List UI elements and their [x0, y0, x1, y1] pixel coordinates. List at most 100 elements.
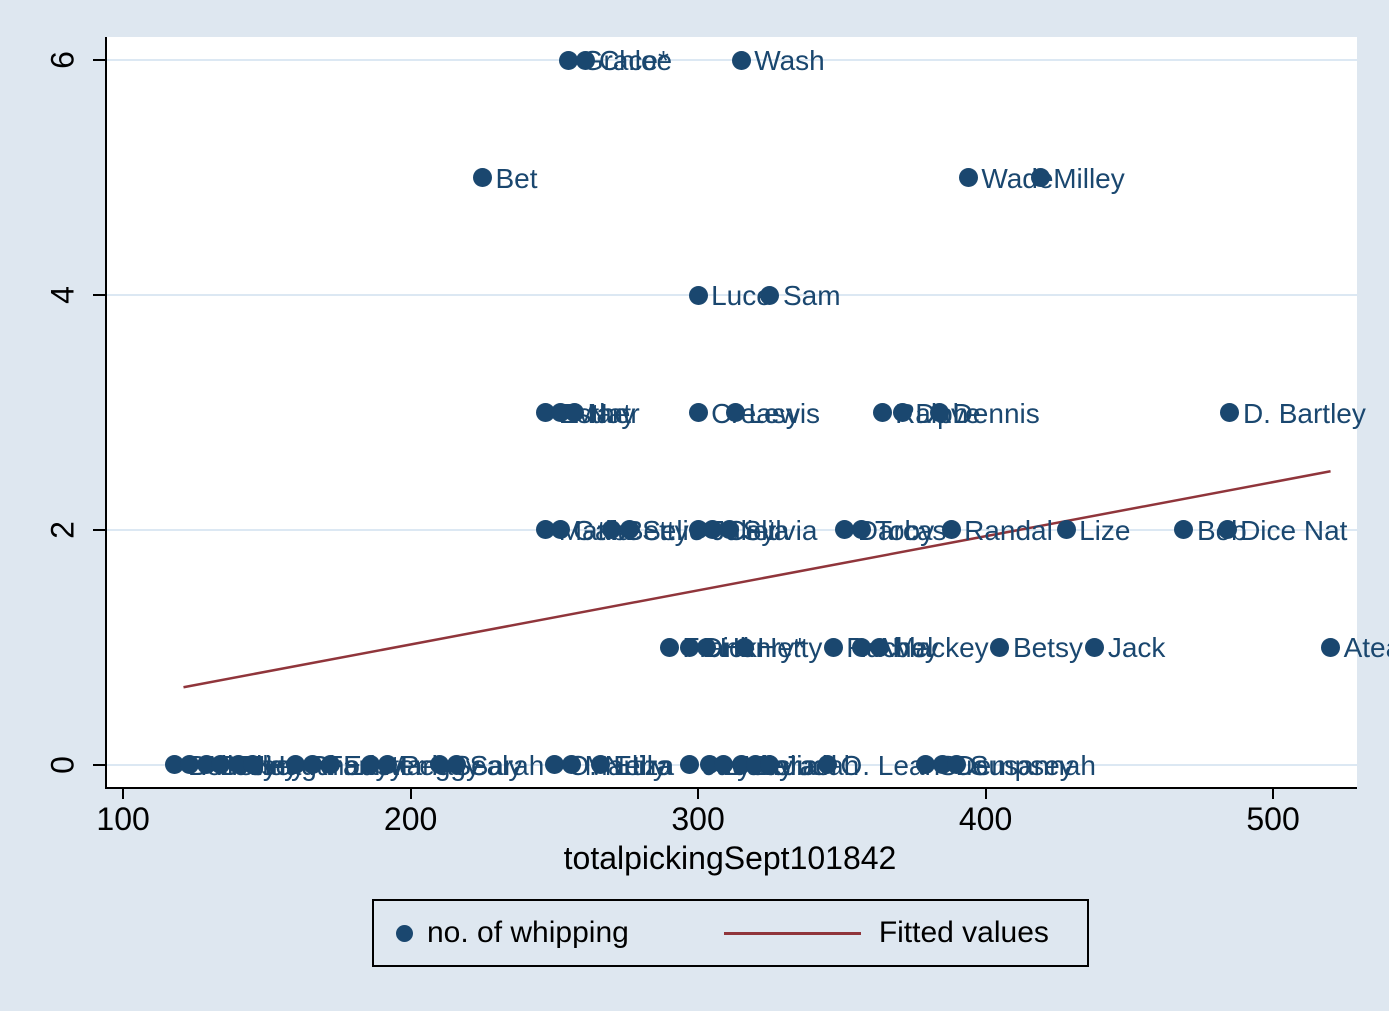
data-point-label: Dice Nat [1240, 514, 1348, 546]
data-point-label: Creasy [711, 397, 800, 429]
data-point [852, 520, 872, 540]
data-point [378, 755, 398, 775]
data-point-label: Randal [964, 514, 1053, 546]
data-point [958, 168, 978, 188]
data-point-label: Dempsey [955, 749, 1074, 781]
data-point [286, 755, 306, 775]
data-point [242, 755, 262, 775]
data-point [165, 755, 185, 775]
y-tick-label: 2 [44, 521, 81, 539]
data-point [1030, 168, 1050, 188]
data-point [947, 755, 967, 775]
legend-marker-icon [396, 924, 413, 942]
data-point [550, 403, 570, 423]
data-point [602, 520, 622, 540]
x-tick-mark [409, 787, 412, 799]
data-point [869, 637, 889, 657]
x-tick-label: 400 [958, 801, 1013, 837]
data-point [1220, 403, 1240, 423]
data-point [619, 520, 639, 540]
data-point [1217, 520, 1237, 540]
x-tick-label: 500 [1246, 801, 1300, 837]
data-point-label: Dennis [952, 397, 1040, 429]
legend-line-icon [723, 931, 861, 935]
legend-series-label: no. of whipping [427, 916, 629, 949]
data-point-label: O. Nelly [567, 749, 667, 781]
data-point [697, 637, 717, 657]
data-point [1056, 520, 1076, 540]
y-tick-label: 4 [44, 286, 81, 305]
data-point [1085, 637, 1105, 657]
data-point [559, 50, 579, 70]
data-point [688, 285, 708, 305]
x-tick-mark [122, 787, 125, 799]
data-point-label: Lize [1079, 514, 1131, 546]
data-point [196, 755, 216, 775]
x-tick-mark [1272, 787, 1275, 799]
data-point [536, 403, 556, 423]
data-point [930, 403, 950, 423]
data-point [746, 755, 766, 775]
data-point [760, 755, 780, 775]
gridline [107, 294, 1357, 297]
data-point [544, 755, 564, 775]
data-point [228, 755, 248, 775]
data-point-label: Bet [495, 162, 538, 194]
data-point [1321, 637, 1341, 657]
y-tick-mark [93, 528, 105, 531]
y-tick-mark [93, 59, 105, 62]
data-point [360, 755, 380, 775]
data-point [1174, 520, 1194, 540]
data-point [303, 755, 323, 775]
data-point [562, 755, 582, 775]
data-point [700, 755, 720, 775]
data-point [714, 755, 734, 775]
data-point-label: Sam [782, 280, 841, 312]
fitted-values-line [183, 470, 1331, 689]
legend: no. of whipping Fitted values [372, 899, 1089, 967]
data-point [472, 168, 492, 188]
data-point-label: Susannah [969, 749, 1096, 781]
data-point [702, 520, 722, 540]
data-point-label: Hetty [757, 632, 823, 664]
data-point [179, 755, 199, 775]
data-point-label: Milley [1053, 162, 1125, 194]
data-point-label: Nat [587, 397, 632, 429]
data-point-label: Darcas [857, 514, 947, 546]
data-point [429, 755, 449, 775]
data-point [823, 637, 843, 657]
data-point [835, 520, 855, 540]
data-point [576, 50, 596, 70]
data-point [731, 755, 751, 775]
data-point [990, 637, 1010, 657]
data-point [688, 403, 708, 423]
data-point [932, 755, 952, 775]
data-point-label: Sylvia [742, 514, 818, 546]
data-point-label: Toby [874, 514, 935, 546]
data-point-label: Mackey [892, 632, 989, 664]
data-point [892, 403, 912, 423]
x-tick-mark [697, 787, 700, 799]
data-point [734, 637, 754, 657]
x-axis-title: totalpickingSept101842 [563, 840, 897, 876]
y-tick-mark [93, 294, 105, 297]
data-point [536, 520, 556, 540]
data-point [320, 755, 340, 775]
data-point-label: Lewis [748, 397, 821, 429]
data-point [941, 520, 961, 540]
data-point [725, 403, 745, 423]
data-point [679, 755, 699, 775]
data-point-label: Jack [1107, 632, 1166, 664]
data-point [872, 403, 892, 423]
data-point [564, 403, 584, 423]
data-point [659, 637, 679, 657]
data-point-label: Wash [754, 45, 825, 77]
data-point [817, 755, 837, 775]
data-point [211, 755, 231, 775]
data-point-label: Betsy [1012, 632, 1083, 664]
data-point [590, 755, 610, 775]
data-point [688, 520, 708, 540]
y-tick-mark [93, 763, 105, 766]
data-point-label: Sarah [469, 749, 545, 781]
